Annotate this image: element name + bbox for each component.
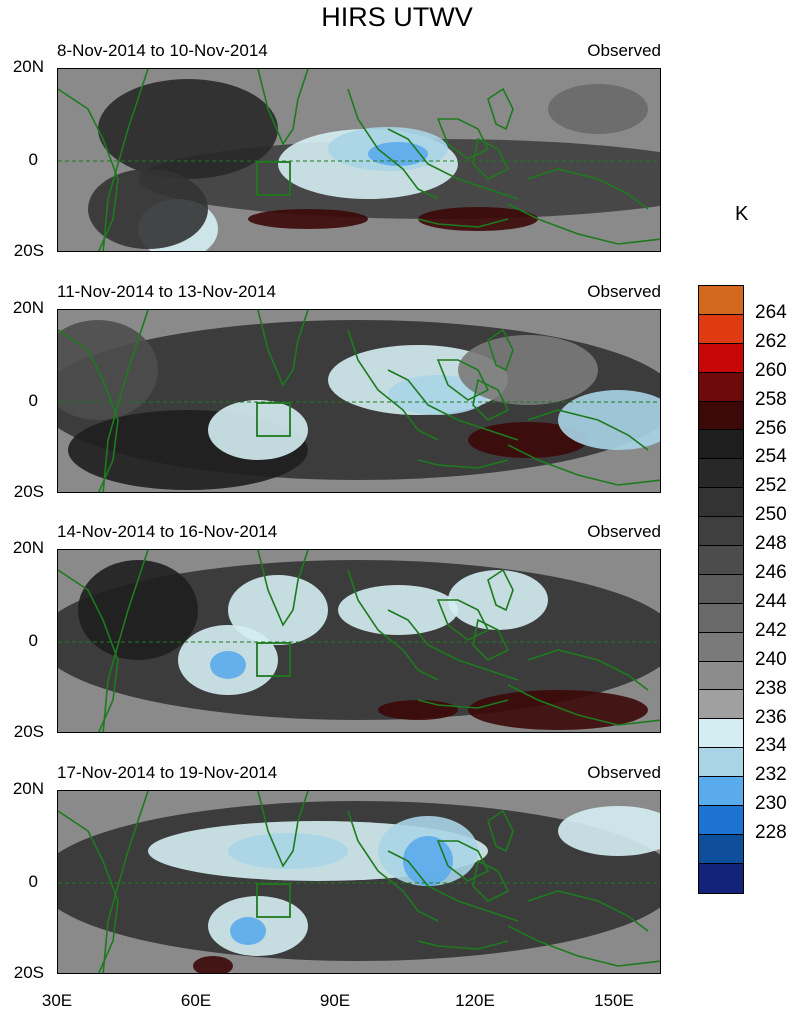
- colorbar-cell: [699, 488, 743, 518]
- colorbar-label: 238: [755, 677, 787, 699]
- figure-title: HIRS UTWV: [321, 2, 473, 32]
- panel-4-lat-20s: 20S: [13, 963, 44, 982]
- colorbar-cell: [699, 661, 743, 691]
- colorbar-label: 260: [755, 359, 787, 381]
- colorbar-cell: [699, 546, 743, 575]
- panel-3-lat-20s: 20S: [13, 722, 44, 741]
- panel-2-lat-20s: 20S: [13, 482, 44, 501]
- panel-3-lat-0: 0: [28, 631, 38, 650]
- colorbar-cell: [699, 574, 743, 604]
- colorbar-cell: [699, 690, 743, 720]
- colorbar-cell: [699, 401, 743, 431]
- colorbar-cell: [699, 748, 743, 778]
- colorbar-cell: [699, 719, 743, 749]
- colorbar-label: 256: [755, 417, 787, 439]
- panel-4-status: Observed: [587, 763, 661, 782]
- panel-2-lat-20n: 20N: [12, 298, 44, 317]
- panel-1-lat-20n: 20N: [12, 57, 44, 76]
- panel-2-status: Observed: [587, 282, 661, 301]
- colorbar-label: 264: [755, 301, 787, 323]
- panel-2-map: [57, 309, 661, 493]
- colorbar-label: 246: [755, 562, 787, 583]
- colorbar-cell: [699, 603, 743, 633]
- colorbar-cell: [699, 863, 743, 893]
- panel-1-lat-0: 0: [28, 150, 38, 169]
- colorbar-cell: [699, 806, 743, 835]
- map-canvas: [58, 69, 660, 251]
- colorbar-label: 262: [755, 330, 787, 352]
- map-canvas: [58, 310, 660, 492]
- colorbar-cell: [699, 834, 743, 864]
- colorbar-label: 250: [755, 504, 787, 526]
- colorbar-label: 248: [755, 533, 787, 555]
- colorbar-label: 230: [755, 793, 787, 815]
- colorbar-cell: [699, 343, 743, 373]
- colorbar-label: 234: [755, 735, 787, 757]
- map-canvas: [58, 791, 660, 973]
- colorbar-label: 254: [755, 446, 787, 468]
- panel-4-map: [57, 790, 661, 974]
- panel-1-status: Observed: [587, 41, 661, 60]
- panel-2-lat-0: 0: [28, 391, 38, 410]
- panel-4-date-range: 17-Nov-2014 to 19-Nov-2014: [57, 763, 278, 782]
- colorbar-cell: [699, 372, 743, 402]
- colorbar-unit: K: [735, 203, 749, 225]
- colorbar-label: 244: [755, 590, 787, 612]
- lon-label-120e: 120E: [455, 991, 495, 1010]
- map-canvas: [58, 550, 660, 732]
- colorbar-label: 236: [755, 706, 787, 728]
- panel-4-lat-20n: 20N: [12, 779, 44, 798]
- colorbar-cell: [699, 314, 743, 344]
- colorbar-cell: [699, 430, 743, 460]
- colorbar-label: 240: [755, 648, 787, 670]
- colorbar-label: 252: [755, 475, 787, 497]
- colorbar-cell: [699, 286, 743, 315]
- panel-3-status: Observed: [587, 522, 661, 541]
- panel-3-map: [57, 549, 661, 733]
- panel-1-date-range: 8-Nov-2014 to 10-Nov-2014: [57, 41, 268, 60]
- colorbar-label: 258: [755, 388, 787, 410]
- colorbar: [698, 285, 744, 894]
- panel-3-lat-20n: 20N: [12, 538, 44, 557]
- colorbar-cell: [699, 459, 743, 489]
- colorbar-label: 232: [755, 764, 787, 786]
- lon-label-90e: 90E: [319, 991, 351, 1010]
- colorbar-cell: [699, 777, 743, 807]
- panel-1-lat-20s: 20S: [13, 241, 44, 260]
- colorbar-label: 228: [755, 822, 787, 844]
- lon-label-150e: 150E: [594, 991, 634, 1010]
- colorbar-label: 242: [755, 619, 787, 641]
- colorbar-cell: [699, 632, 743, 662]
- panel-3-date-range: 14-Nov-2014 to 16-Nov-2014: [57, 522, 278, 541]
- lon-label-60e: 60E: [180, 991, 212, 1010]
- panel-4-lat-0: 0: [28, 872, 38, 891]
- panel-1-map: [57, 68, 661, 252]
- lon-label-30e: 30E: [41, 991, 73, 1010]
- panel-2-date-range: 11-Nov-2014 to 13-Nov-2014: [57, 282, 276, 301]
- colorbar-cell: [699, 517, 743, 547]
